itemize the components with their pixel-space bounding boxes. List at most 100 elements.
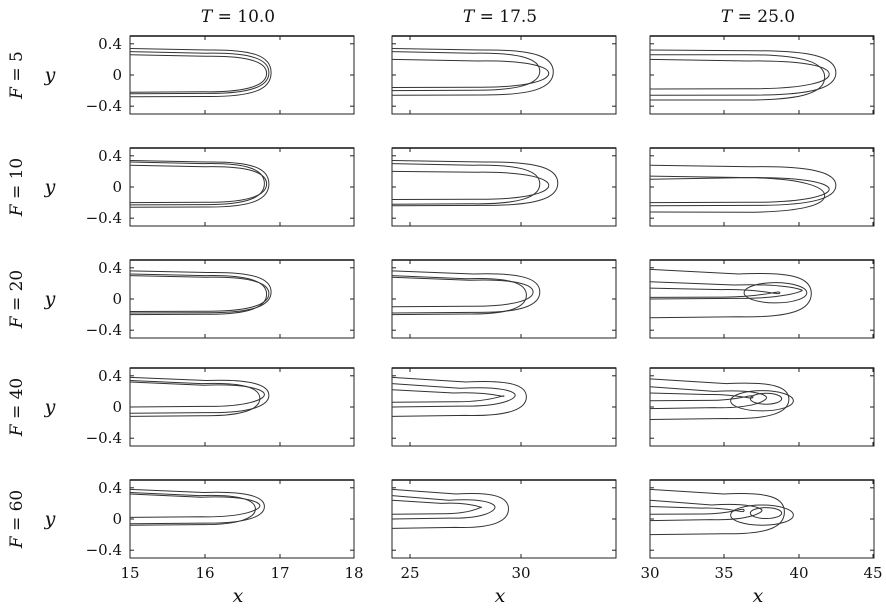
y-axis-label-2: y: [44, 288, 56, 310]
contour-line: [649, 386, 768, 410]
vortex-contour: [730, 390, 794, 412]
contour-line: [129, 161, 265, 206]
contour-line: [649, 49, 837, 96]
contour-line: [391, 170, 550, 200]
panel-r2-c1: [391, 259, 617, 339]
x-axis-label-2: x: [753, 585, 764, 607]
y-tick-label: 0.4: [98, 259, 122, 277]
contour-line: [129, 160, 270, 208]
panel-r1-c2: [649, 147, 875, 227]
row-label-1: F = 10: [7, 158, 27, 217]
x-tick-label: 17: [270, 564, 289, 582]
y-tick-label: 0: [112, 290, 122, 308]
contour-line: [649, 177, 826, 213]
vortex-contour: [730, 504, 794, 526]
contour-line: [649, 58, 830, 90]
contour-line: [391, 383, 516, 408]
contour-line: [129, 270, 272, 314]
y-tick-label: −0.4: [86, 97, 122, 115]
contour-line: [129, 48, 272, 98]
column-title-0: T = 10.0: [201, 7, 275, 27]
contour-line: [391, 499, 483, 515]
y-axis-label-4: y: [44, 508, 56, 530]
contour-line: [650, 54, 826, 101]
x-tick-label: 15: [120, 564, 139, 582]
x-tick-label: 25: [400, 564, 419, 582]
row-label-2: F = 20: [7, 270, 27, 329]
y-tick-label: 0: [112, 66, 122, 84]
x-tick-label: 45: [863, 564, 882, 582]
panel-r0-c0: [129, 35, 355, 115]
y-axis-label-0: y: [44, 64, 56, 86]
y-tick-label: −0.4: [86, 429, 122, 447]
row-label-4: F = 60: [7, 490, 27, 549]
panel-r3-c2: [649, 367, 875, 447]
vortex-core-contour: [749, 507, 783, 520]
y-tick-label: 0.4: [98, 147, 122, 165]
contour-line: [391, 48, 554, 96]
x-tick-label: 18: [344, 564, 363, 582]
contour-line: [129, 492, 256, 526]
panel-r4-c0: [129, 479, 355, 559]
row-label-3: F = 40: [7, 378, 27, 437]
contour-line: [649, 281, 803, 300]
column-title-2: T = 25.0: [721, 7, 795, 27]
y-axis-label-1: y: [44, 176, 56, 198]
x-tick-label: 30: [511, 564, 530, 582]
x-axis-label-0: x: [233, 585, 244, 607]
contour-line: [129, 493, 261, 518]
contour-line: [391, 376, 527, 417]
contour-line: [649, 164, 837, 207]
y-tick-label: −0.4: [86, 541, 122, 559]
contour-line: [129, 488, 265, 525]
contour-line: [391, 160, 559, 207]
contour-line: [391, 51, 541, 92]
panel-r1-c0: [129, 147, 355, 227]
y-tick-label: −0.4: [86, 321, 122, 339]
y-tick-label: 0.4: [98, 367, 122, 385]
y-tick-label: −0.4: [86, 209, 122, 227]
contour-line: [391, 275, 527, 316]
panel-r0-c2: [649, 35, 875, 115]
contour-line: [129, 51, 270, 95]
contour-line: [391, 495, 496, 520]
x-tick-label: 30: [640, 564, 659, 582]
contour-line: [391, 163, 541, 205]
contour-line: [649, 499, 763, 522]
x-tick-label: 40: [789, 564, 808, 582]
contour-line: [391, 488, 510, 529]
row-label-0: F = 5: [7, 51, 27, 100]
contour-line: [649, 378, 790, 420]
x-axis-label-1: x: [495, 585, 506, 607]
y-tick-label: 0: [112, 178, 122, 196]
contour-line: [649, 488, 785, 536]
contour-line: [649, 506, 745, 515]
contour-line: [129, 380, 261, 417]
x-tick-label: 35: [714, 564, 733, 582]
panel-r4-c2: [649, 479, 875, 559]
contour-line: [129, 54, 268, 93]
contour-line: [129, 275, 270, 312]
y-tick-label: 0: [112, 510, 122, 528]
y-tick-label: 0.4: [98, 35, 122, 53]
panel-r0-c1: [391, 35, 617, 115]
column-title-1: T = 17.5: [463, 7, 537, 27]
contour-line: [129, 164, 268, 204]
contour-line: [391, 276, 534, 308]
vortex-contour: [743, 282, 808, 304]
contour-line: [649, 175, 830, 204]
panel-r1-c1: [391, 147, 617, 227]
contour-line: [391, 389, 505, 403]
y-tick-label: 0.4: [98, 479, 122, 497]
contour-line: [129, 273, 268, 316]
y-axis-label-3: y: [44, 396, 56, 418]
y-tick-label: 0: [112, 398, 122, 416]
x-tick-label: 16: [195, 564, 214, 582]
contour-line: [649, 268, 812, 319]
contour-line: [649, 392, 754, 402]
contour-line: [129, 381, 265, 408]
vortex-core-contour: [749, 392, 783, 405]
contour-line: [129, 376, 270, 414]
contour-line: [391, 58, 550, 88]
